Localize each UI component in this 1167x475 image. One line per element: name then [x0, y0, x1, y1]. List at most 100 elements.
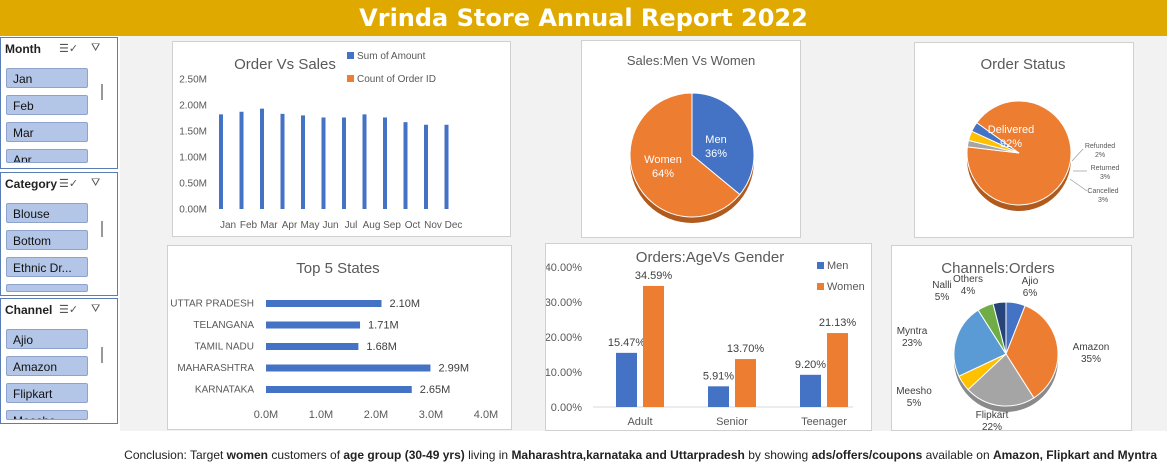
data-label: 15.47%	[608, 337, 646, 349]
legend-label-count: Count of Order ID	[357, 74, 436, 85]
slicer-item-ethnic-dress[interactable]: Ethnic Dr...	[6, 257, 88, 277]
slice-label: Amazon	[1073, 342, 1110, 353]
bar-teenager-men	[800, 374, 821, 407]
clear-filter-icon[interactable]: ⛛	[91, 42, 101, 54]
bar-dec	[444, 124, 449, 209]
chart-title: Sales:Men Vs Women	[627, 53, 755, 68]
channels-orders-card[interactable]: Channels:Orders Ajio 6% Amazon 35% Flipkart 22…	[891, 245, 1132, 433]
legend-label-amount: Sum of Amount	[357, 51, 426, 62]
slicer-item-bottom[interactable]: Bottom	[6, 230, 88, 250]
x-tick-label: Oct	[405, 220, 421, 231]
data-label: 1.71M	[368, 320, 399, 332]
legend-swatch-amount	[347, 52, 354, 59]
slice-value-label: 4%	[961, 286, 976, 297]
bar-oct	[403, 122, 408, 209]
data-label: 13.70%	[727, 343, 765, 355]
multi-select-icon[interactable]: ☰✓	[59, 304, 79, 316]
month-slicer-title: Month	[5, 42, 41, 56]
slice-label: Women	[644, 154, 682, 166]
data-label: 2.65M	[420, 384, 451, 396]
bar-senior-women	[735, 359, 756, 407]
top-5-states-card[interactable]: Top 5 States UTTAR PRADESH 2.10M TELANGANA 1…	[167, 245, 512, 430]
multi-select-icon[interactable]: ☰✓	[59, 43, 79, 55]
data-label: 2.10M	[390, 298, 421, 310]
scrollbar[interactable]	[101, 221, 103, 237]
slice-label: Delivered	[988, 124, 1034, 136]
channel-slicer-title: Channel	[5, 303, 53, 317]
sales-men-women-chart: Sales:Men Vs Women Men 36% Women 64%	[627, 53, 755, 223]
x-tick-label: 1.0M	[309, 409, 333, 421]
slicer-item-mar[interactable]: Mar	[6, 122, 88, 142]
slice-value-label: 5%	[907, 398, 922, 409]
x-tick-label: 2.0M	[364, 409, 388, 421]
order-status-card[interactable]: Order Status Delivered 92% Refunded 2% Return…	[914, 42, 1134, 238]
legend-swatch-count	[347, 75, 354, 82]
x-tick-label: Adult	[627, 416, 652, 428]
pie-slice-amazon	[1005, 305, 1059, 399]
scrollbar[interactable]	[101, 347, 103, 363]
x-tick-label: Feb	[240, 220, 258, 231]
x-tick-label: Teenager	[801, 416, 847, 428]
y-tick-label: 20.00%	[546, 332, 582, 344]
order-vs-sales-chart: Order Vs Sales Sum of Amount Count of Orde…	[179, 51, 462, 231]
y-tick-label: 1.00M	[179, 153, 207, 164]
top-5-states-chart: Top 5 States UTTAR PRADESH 2.10M TELANGANA 1…	[170, 260, 498, 421]
slicer-item-partial[interactable]	[6, 284, 88, 292]
slice-value-label: 22%	[982, 422, 1002, 430]
sales-men-women-card[interactable]: Sales:Men Vs Women Men 36% Women 64%	[581, 40, 801, 238]
slicer-item-feb[interactable]: Feb	[6, 95, 88, 115]
slice-label: Ajio	[1022, 276, 1039, 287]
x-tick-label: May	[301, 220, 320, 231]
legend-label-women: Women	[827, 281, 865, 293]
slicer-item-apr[interactable]: Apr	[6, 149, 88, 163]
orders-age-gender-card[interactable]: Orders:AgeVs Gender Men Women 0.00% 10.00% 20…	[545, 243, 872, 431]
y-tick-label: 30.00%	[546, 297, 582, 309]
x-tick-label: Aug	[363, 220, 381, 231]
order-vs-sales-card[interactable]: Order Vs Sales Sum of Amount Count of Orde…	[172, 41, 511, 237]
category-slicer: Category ☰✓ ⛛ Blouse Bottom Ethnic Dr...	[0, 172, 118, 296]
slicer-item-blouse[interactable]: Blouse	[6, 203, 88, 223]
bar-feb	[239, 111, 244, 209]
category-slicer-title: Category	[5, 177, 58, 191]
x-tick-label: 3.0M	[419, 409, 443, 421]
slice-value-label: 2%	[1095, 152, 1105, 159]
bar-mar	[260, 108, 264, 209]
slicer-item-jan[interactable]: Jan	[6, 68, 88, 88]
bar-jul	[342, 117, 346, 209]
slice-value-label: 92%	[1000, 138, 1022, 150]
slice-value-label: 23%	[902, 338, 922, 349]
bar-senior-men	[708, 386, 729, 407]
pie-slice-others	[992, 301, 1007, 355]
slicer-item-flipkart[interactable]: Flipkart	[6, 383, 88, 403]
bar-uttar-pradesh	[266, 300, 382, 307]
bar-jun	[321, 117, 326, 209]
clear-filter-icon[interactable]: ⛛	[91, 303, 101, 315]
multi-select-icon[interactable]: ☰✓	[59, 178, 79, 190]
slice-label: Returned	[1091, 165, 1120, 172]
chart-title: Top 5 States	[296, 260, 379, 277]
slicer-item-amazon[interactable]: Amazon	[6, 356, 88, 376]
scrollbar[interactable]	[101, 84, 103, 100]
pie-slice-flipkart	[967, 353, 1035, 407]
slice-label: Men	[705, 134, 726, 146]
bar-telangana	[266, 321, 361, 329]
data-label: 21.13%	[819, 317, 857, 329]
clear-filter-icon[interactable]: ⛛	[91, 177, 101, 189]
y-tick-label: 2.50M	[179, 75, 207, 86]
slicer-item-meesho[interactable]: Meesho	[6, 410, 88, 420]
slice-label: Nalli	[932, 280, 951, 291]
x-tick-label: Senior	[716, 416, 748, 428]
x-tick-label: 4.0M	[474, 409, 498, 421]
legend-swatch-men	[817, 262, 824, 269]
y-tick-label: 0.00%	[551, 402, 582, 414]
slice-value-label: 35%	[1081, 354, 1101, 365]
slice-value-label: 6%	[1023, 288, 1038, 299]
bar-aug	[362, 114, 367, 209]
y-tick-label: 2.00M	[179, 101, 207, 112]
y-tick-label: UTTAR PRADESH	[170, 299, 254, 310]
y-tick-label: TELANGANA	[193, 320, 254, 331]
slicer-item-ajio[interactable]: Ajio	[6, 329, 88, 349]
bar-apr	[280, 113, 285, 209]
x-tick-label: Jul	[345, 220, 358, 231]
